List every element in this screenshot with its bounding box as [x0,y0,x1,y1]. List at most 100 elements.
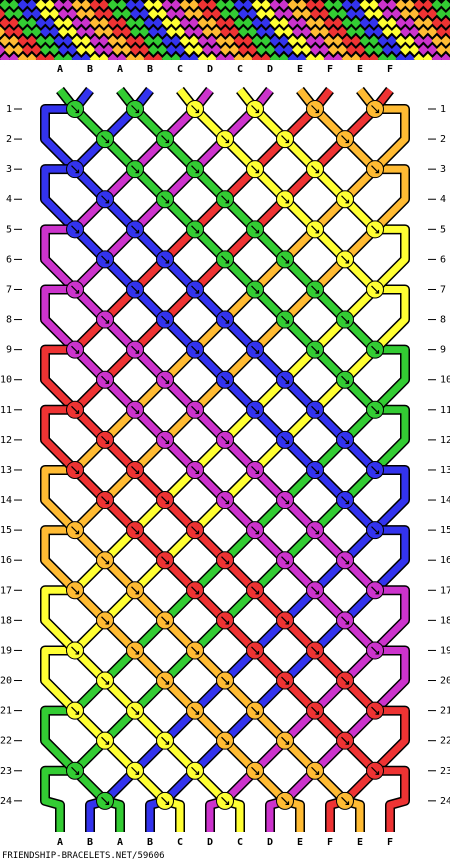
preview-cell [85,26,96,38]
preview-cell [211,26,222,38]
knot [306,280,324,299]
preview-cell [161,17,173,29]
preview-cell [125,17,137,29]
knot [306,521,324,540]
knot [186,160,204,179]
arrow-icon [221,496,230,505]
arrow-icon [281,616,290,625]
arrow-icon [371,225,380,234]
knot [96,611,114,630]
arrow-icon [71,225,80,234]
arrow-icon [101,255,110,264]
knot [186,701,204,720]
knot [186,581,204,600]
knot [366,761,384,780]
knot [306,400,324,419]
row-number-right: 6 [440,254,446,265]
row-number-left: 11 [0,405,12,416]
preview-cell [220,44,231,56]
arrow-icon [71,706,80,715]
knot [66,521,84,540]
knot [186,460,204,479]
knot [96,731,114,750]
knot [96,671,114,690]
knot [66,460,84,479]
preview-cell [26,17,38,29]
row-number-left: 2 [6,134,12,145]
preview-cell [85,44,96,56]
knot [66,581,84,600]
strand-label-bottom: F [327,837,333,848]
knot [276,130,294,149]
preview-cell [445,44,450,56]
preview-cell [35,0,47,11]
row-number-right: 18 [440,615,450,626]
preview-cell [89,17,101,29]
knot [276,671,294,690]
knot [156,250,174,269]
arrow-icon [251,706,260,715]
preview-cell [161,0,173,11]
knot [276,791,294,810]
row-number-left: 21 [0,706,12,717]
preview-cell [170,17,182,29]
arrow-icon [191,766,200,775]
preview-cell [179,17,191,29]
knot [216,130,234,149]
arrow-icon [341,255,350,264]
arrow-icon [191,225,200,234]
preview-cell [247,8,258,20]
preview-cell [445,8,450,20]
preview-cell [13,8,24,20]
preview-cell [76,26,87,38]
arrow-icon [131,105,140,114]
arrow-icon [251,646,260,655]
preview-cell [17,17,29,29]
arrow-icon [191,586,200,595]
preview-cell [148,44,159,56]
preview-cell [206,17,218,29]
preview-cell [148,26,159,38]
labels: A B A B C D C D E F E FA B A B C D C D E F E F1 12 23 34 45 56 67 78 8… [0,64,450,848]
knot [336,611,354,630]
arrow-icon [221,556,230,565]
arrow-icon [281,435,290,444]
row-number-left: 1 [6,104,12,115]
row-number-right: 3 [440,164,446,175]
arrow-icon [281,375,290,384]
arrow-icon [71,345,80,354]
arrow-icon [131,646,140,655]
row-number-right: 24 [440,796,450,807]
arrow-icon [221,135,230,144]
arrow-icon [101,616,110,625]
arrow-icon [101,556,110,565]
knot [96,370,114,389]
preview-cell [238,8,249,20]
knot [306,220,324,239]
arrow-icon [191,345,200,354]
preview-cell [193,26,204,38]
arrow-icon [251,345,260,354]
row-number-right: 11 [440,405,450,416]
preview-cell [62,0,74,11]
knot [66,400,84,419]
preview-cell [233,0,245,11]
arrow-icon [341,135,350,144]
row-number-right: 15 [440,525,450,536]
strand-label-bottom: A [57,837,63,848]
strand-label-bottom: B [147,837,153,848]
arrow-icon [161,796,170,805]
arrow-icon [191,285,200,294]
knot [156,611,174,630]
strand-label-bottom: E [297,837,303,848]
knot [186,220,204,239]
row-number-left: 6 [6,254,12,265]
knot [336,370,354,389]
preview-cell [139,26,150,38]
knot [276,370,294,389]
arrow-icon [221,796,230,805]
row-number-left: 23 [0,766,12,777]
arrow-icon [371,105,380,114]
preview-cell [130,26,141,38]
preview-cell [134,35,146,47]
